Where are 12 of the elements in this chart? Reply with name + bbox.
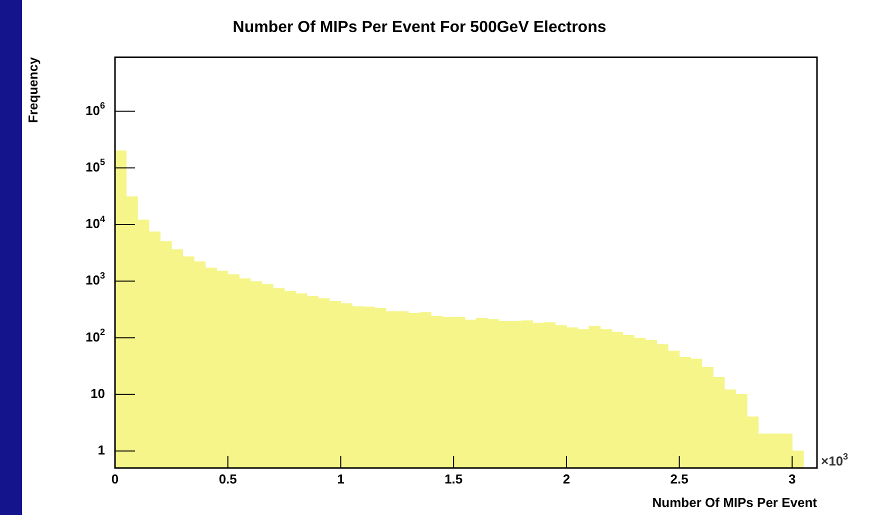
- x-tick-label: 2.5: [670, 472, 688, 487]
- x-tick-label: 3: [788, 472, 796, 487]
- x-tick-label: 2: [562, 472, 570, 487]
- x-tick-label: 0: [111, 472, 119, 487]
- x-tick-label: 1: [337, 472, 344, 487]
- y-axis-title: Frequency: [25, 56, 40, 123]
- y-tick-label: 10: [90, 386, 106, 401]
- x-axis-title: Number Of MIPs Per Event: [652, 494, 818, 510]
- x-tick-label: 1.5: [444, 472, 463, 487]
- y-tick-label: 1: [98, 442, 106, 458]
- x-tick-label: 0.5: [218, 472, 237, 487]
- chart-title: Number Of MIPs Per Event For 500GeV Electrons: [232, 19, 606, 36]
